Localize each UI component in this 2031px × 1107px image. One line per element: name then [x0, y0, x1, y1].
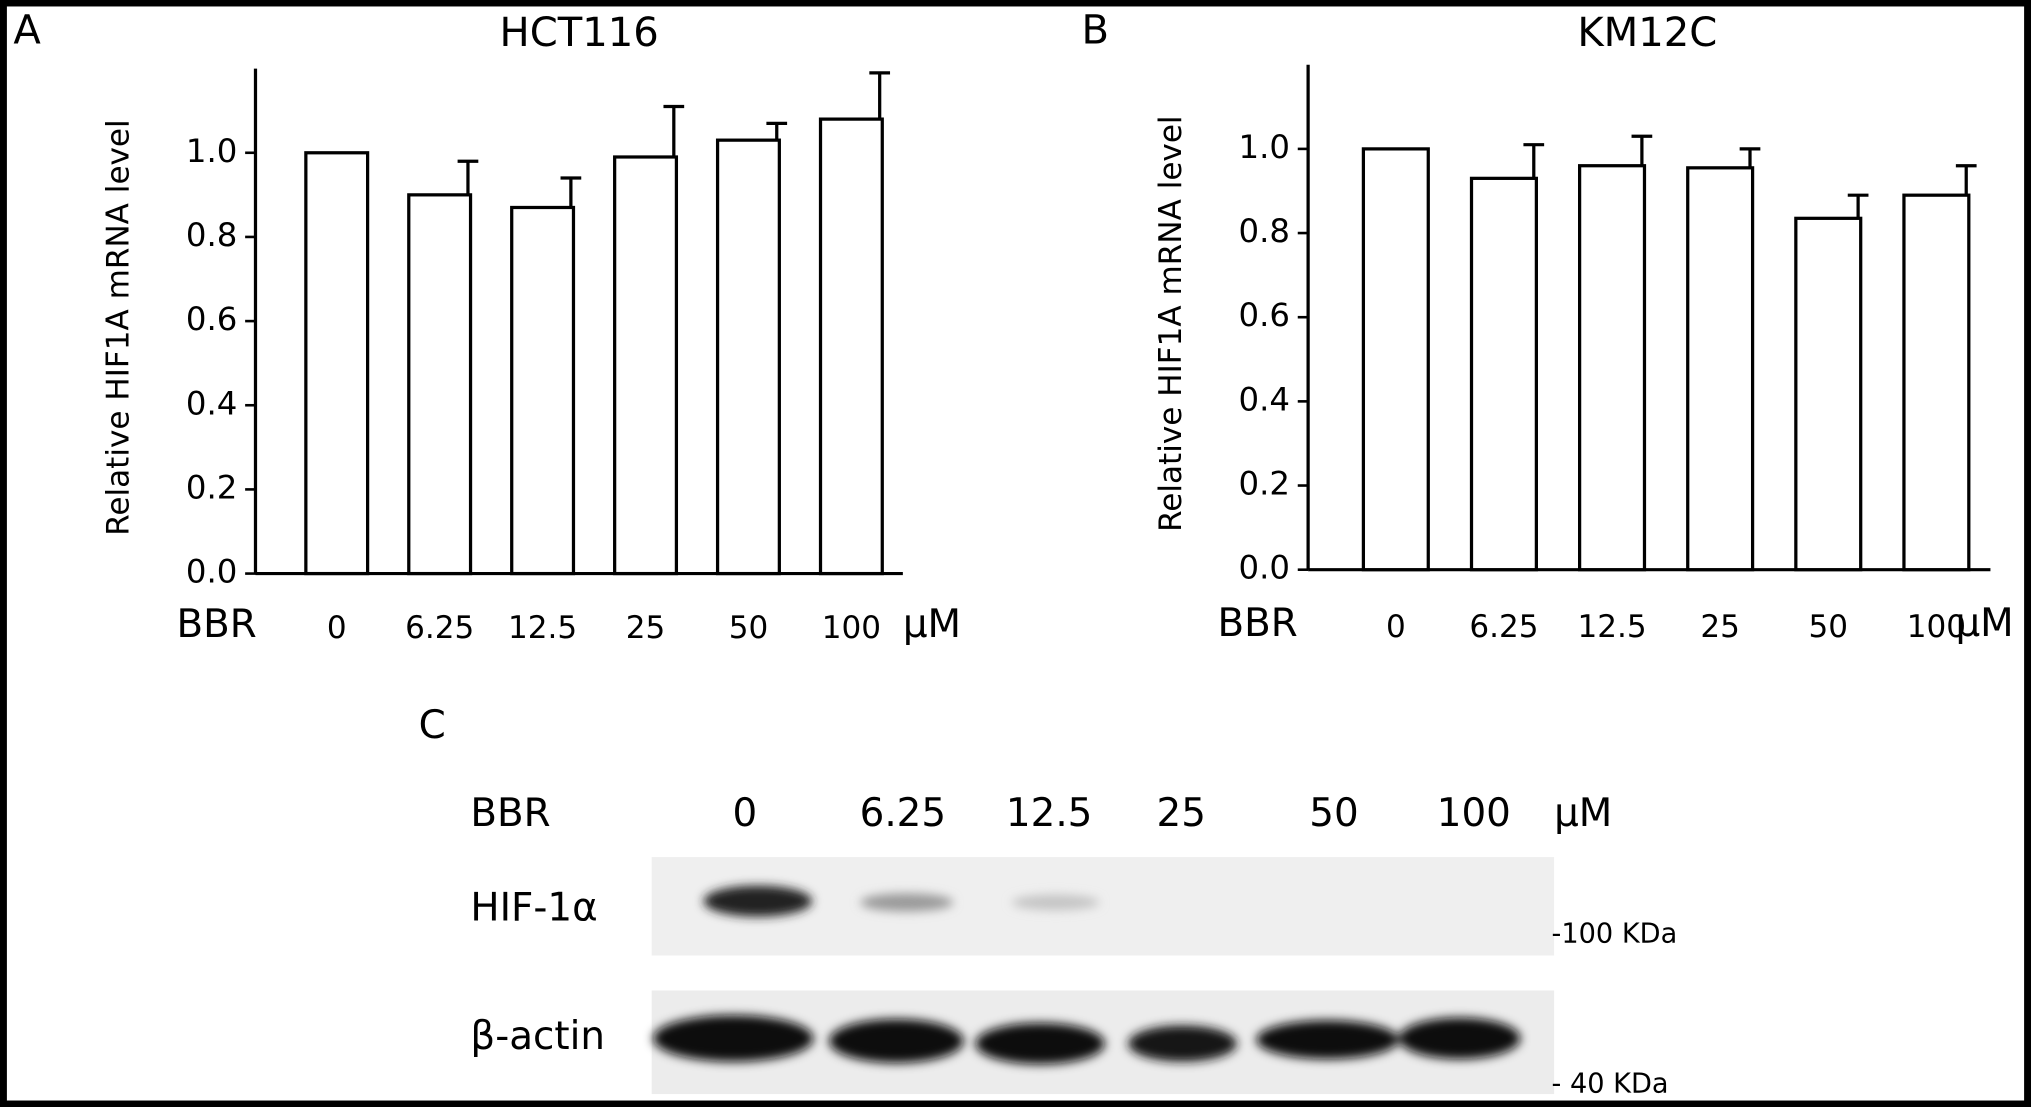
error-bar: [766, 121, 788, 141]
bar: [1361, 147, 1430, 572]
x-tick-label: 25: [626, 610, 666, 646]
bar: [715, 138, 781, 576]
panel-label: A: [13, 7, 41, 53]
bar: [1902, 193, 1971, 572]
error-bar: [560, 176, 582, 208]
error-bar: [869, 71, 891, 120]
bar: [1469, 176, 1538, 572]
chart-title: KM12C: [1577, 10, 1717, 56]
y-tick-label: 0.8: [186, 216, 237, 254]
y-tick-label: 0.0: [186, 553, 237, 591]
error-bar: [457, 159, 479, 195]
error-bar: [1631, 134, 1653, 166]
y-tick-label: 0.4: [186, 384, 237, 422]
y-tick-label: 0.0: [1239, 549, 1290, 587]
bar: [1577, 164, 1647, 572]
bar: [818, 117, 884, 576]
error-bar: [1739, 147, 1761, 168]
bar: [510, 205, 576, 576]
bar: [1686, 166, 1755, 572]
x-axis-label: BBR: [1217, 601, 1297, 646]
y-axis-label: Relative HIF1A mRNA level: [101, 119, 137, 535]
y-axis-label: Relative HIF1A mRNA level: [1153, 115, 1189, 531]
dose-label: 100: [1437, 791, 1511, 836]
x-tick-label: 6.25: [1469, 609, 1538, 645]
dose-label: 50: [1309, 791, 1358, 836]
y-tick-label: 0.2: [186, 468, 237, 506]
y-tick-label: 0.8: [1239, 212, 1290, 250]
y-tick-label: 1.0: [1239, 128, 1290, 166]
error-bar: [663, 104, 685, 157]
y-tick-label: 0.6: [186, 300, 237, 338]
x-tick-label: 6.25: [405, 610, 474, 646]
x-tick-label: 50: [1809, 609, 1849, 645]
x-tick-label: 12.5: [1577, 609, 1646, 645]
y-tick-label: 1.0: [186, 132, 237, 170]
bar: [407, 193, 473, 576]
y-tick-label: 0.6: [1239, 296, 1290, 334]
row-label: HIF-1α: [470, 886, 597, 931]
dose-label: 25: [1157, 791, 1206, 836]
x-tick-label: 100: [1907, 609, 1966, 645]
dose-label: 12.5: [1006, 791, 1092, 836]
x-tick-label: 12.5: [508, 610, 577, 646]
error-bar: [1847, 193, 1869, 219]
x-tick-label: 0: [327, 610, 347, 646]
chart-title: HCT116: [500, 10, 659, 56]
error-bar: [1523, 143, 1545, 179]
unit-label: μM: [903, 602, 961, 647]
x-tick-label: 25: [1700, 609, 1740, 645]
marker-label: -100 KDa: [1552, 918, 1678, 949]
x-tick-label: 0: [1386, 609, 1406, 645]
bar: [613, 155, 679, 576]
x-tick-label: 50: [729, 610, 769, 646]
dose-label: 6.25: [860, 791, 946, 836]
error-bar: [1955, 164, 1977, 196]
panel-label: B: [1082, 7, 1110, 53]
panel-label: C: [419, 703, 446, 748]
x-tick-label: 100: [822, 610, 881, 646]
marker-label: - 40 KDa: [1552, 1068, 1669, 1099]
treatment-label: BBR: [470, 791, 550, 836]
dose-label: 0: [733, 791, 758, 836]
y-tick-label: 0.4: [1239, 380, 1290, 418]
bar: [304, 151, 370, 576]
unit-label: μM: [1955, 601, 2013, 646]
bar: [1794, 216, 1863, 572]
row-label: β-actin: [470, 1014, 605, 1059]
bands: [652, 885, 1521, 1065]
unit-label: μM: [1554, 791, 1612, 836]
y-tick-label: 0.2: [1239, 465, 1290, 503]
x-axis-label: BBR: [177, 602, 257, 647]
